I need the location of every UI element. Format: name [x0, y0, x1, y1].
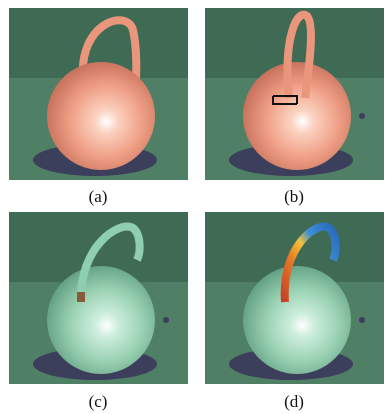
caption: (b): [284, 187, 304, 206]
caption: (d): [284, 392, 304, 411]
panel-d: [205, 212, 384, 384]
dot: [359, 113, 365, 119]
panel-c: [9, 212, 188, 384]
caption: (c): [89, 392, 108, 411]
figure: (a) (b) (c) (d): [0, 0, 389, 414]
sphere: [243, 62, 351, 170]
sphere: [47, 62, 155, 170]
dot: [359, 317, 365, 323]
panel-a: [9, 8, 188, 180]
sphere: [243, 266, 351, 374]
caption: (a): [89, 187, 108, 206]
dot: [163, 317, 169, 323]
panel-b: [205, 8, 384, 180]
sphere: [47, 266, 155, 374]
ribbon-end: [77, 292, 85, 302]
